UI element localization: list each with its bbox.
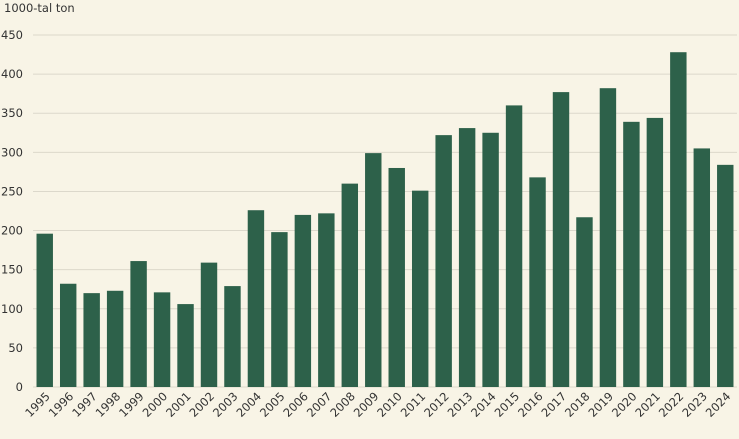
bar [294, 214, 312, 387]
x-tick-label: 1995 [22, 389, 53, 420]
bar [106, 290, 124, 387]
x-tick-label: 2010 [374, 389, 405, 420]
bar [529, 177, 546, 387]
x-tick-label: 2000 [140, 389, 171, 420]
x-tick-label: 1997 [69, 389, 100, 420]
bar [153, 292, 171, 387]
x-tick-label: 2004 [233, 389, 264, 420]
x-tick-label: 2012 [421, 389, 452, 420]
x-tick-label: 2023 [679, 389, 710, 420]
y-tick-label: 0 [16, 380, 23, 394]
bar [576, 217, 593, 387]
bar [482, 132, 499, 387]
x-tick-label: 2014 [468, 389, 499, 420]
x-tick-label: 2019 [585, 389, 616, 420]
x-tick-label: 1999 [116, 389, 147, 420]
bar [341, 183, 359, 387]
y-tick-label: 200 [1, 224, 23, 238]
y-tick-label: 250 [1, 184, 23, 198]
bar [130, 261, 147, 387]
bar [552, 92, 570, 387]
x-tick-label: 2009 [351, 389, 382, 420]
bar [365, 153, 382, 387]
bar [36, 233, 53, 387]
x-tick-label: 2015 [492, 389, 523, 420]
bar [435, 135, 452, 387]
bar [177, 304, 194, 387]
x-tick-label: 2020 [609, 389, 640, 420]
x-tick-label: 2008 [327, 389, 358, 420]
x-tick-label: 2002 [187, 389, 218, 420]
x-tick-label: 2017 [539, 389, 570, 420]
bar [717, 164, 734, 387]
y-tick-label: 150 [1, 263, 23, 277]
x-tick-label: 2022 [656, 389, 687, 420]
x-tick-label: 1996 [46, 389, 77, 420]
bar [388, 167, 405, 387]
bar [505, 105, 523, 388]
x-tick-label: 2006 [280, 389, 311, 420]
bar [247, 210, 265, 387]
y-tick-label: 400 [1, 67, 23, 81]
bar [458, 128, 476, 387]
x-tick-label: 2001 [163, 389, 194, 420]
bar [271, 232, 288, 387]
bar [646, 117, 664, 387]
x-tick-label: 2003 [210, 389, 241, 420]
y-axis-label: 1000-tal ton [4, 1, 75, 15]
y-tick-label: 350 [1, 106, 23, 120]
x-tick-label: 2007 [304, 389, 335, 420]
x-tick-label: 2018 [562, 389, 593, 420]
x-tick-label: 1998 [93, 389, 124, 420]
x-tick-label: 2016 [515, 389, 546, 420]
y-tick-label: 450 [1, 28, 23, 42]
x-tick-label: 2005 [257, 389, 288, 420]
bar [411, 190, 429, 387]
y-tick-label: 50 [8, 341, 23, 355]
y-tick-label: 100 [1, 302, 23, 316]
bar [83, 293, 100, 387]
bar [670, 52, 687, 387]
bar [623, 121, 640, 388]
bar [693, 148, 711, 387]
bar [224, 286, 241, 387]
bar [599, 88, 617, 388]
x-tick-label: 2013 [445, 389, 476, 420]
x-tick-label: 2021 [632, 389, 663, 420]
x-tick-label: 2024 [703, 389, 734, 420]
bar [200, 262, 218, 387]
y-tick-label: 300 [1, 145, 23, 159]
x-tick-label: 2011 [398, 389, 429, 420]
bar [59, 283, 77, 387]
bar [318, 213, 335, 387]
